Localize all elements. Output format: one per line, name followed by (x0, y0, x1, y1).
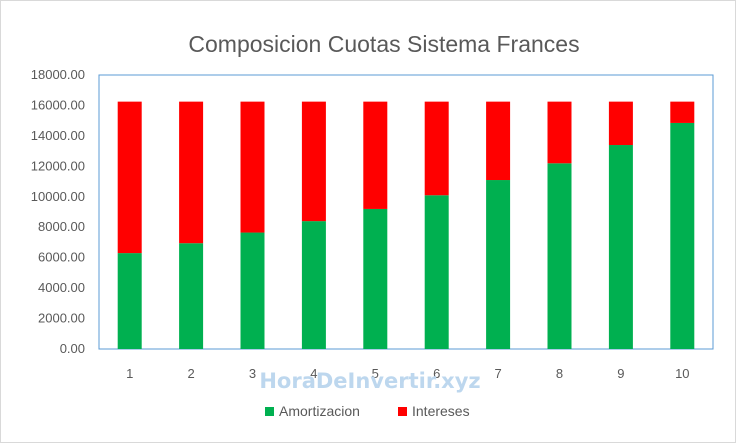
x-axis-ticks: 1 2 3 4 5 6 7 8 9 10 (126, 366, 689, 381)
watermark: HoraDeInvertir.xyz (259, 369, 480, 393)
bar-amortizacion (547, 163, 572, 349)
x-tick-label: 4 (310, 366, 317, 381)
bar-amortizacion (301, 221, 326, 349)
bar-amortizacion (486, 180, 511, 349)
bar-intereses (608, 101, 633, 146)
y-tick-label: 8000.00 (38, 219, 85, 234)
y-tick-label: 0.00 (60, 341, 85, 356)
bar-amortizacion (240, 232, 265, 349)
bar-intereses (486, 101, 511, 181)
bar-intereses (117, 101, 142, 254)
x-tick-label: 6 (433, 366, 440, 381)
x-tick-label: 9 (617, 366, 624, 381)
x-tick-label: 7 (494, 366, 501, 381)
bar-intereses (363, 101, 388, 209)
legend: Amortizacion Intereses (265, 403, 470, 419)
bars (117, 101, 695, 349)
x-tick-label: 3 (249, 366, 256, 381)
legend-label-amortizacion: Amortizacion (279, 403, 360, 419)
y-tick-label: 14000.00 (31, 128, 85, 143)
bar-amortizacion (608, 145, 633, 349)
plot-area (98, 74, 714, 350)
x-tick-label: 1 (126, 366, 133, 381)
x-tick-label: 5 (372, 366, 379, 381)
y-tick-label: 12000.00 (31, 158, 85, 173)
x-tick-label: 8 (556, 366, 563, 381)
bar-amortizacion (424, 195, 449, 349)
legend-label-intereses: Intereses (412, 403, 470, 419)
bar-amortizacion (363, 208, 388, 349)
x-tick-label: 2 (187, 366, 194, 381)
y-tick-label: 6000.00 (38, 250, 85, 265)
y-tick-label: 16000.00 (31, 97, 85, 112)
y-tick-label: 4000.00 (38, 280, 85, 295)
y-tick-label: 2000.00 (38, 311, 85, 326)
x-tick-label: 10 (675, 366, 689, 381)
bar-intereses (547, 101, 572, 164)
bar-intereses (301, 101, 326, 222)
y-axis-ticks: 0.00 2000.00 4000.00 6000.00 8000.00 10000.00… (31, 67, 85, 356)
legend-swatch-amortizacion (265, 407, 274, 416)
chart-title: Composicion Cuotas Sistema Frances (188, 31, 579, 57)
bar-intereses (424, 101, 449, 196)
y-tick-label: 10000.00 (31, 189, 85, 204)
bar-amortizacion (179, 243, 204, 349)
bar-amortizacion (670, 122, 695, 349)
legend-swatch-intereses (398, 407, 407, 416)
y-tick-label: 18000.00 (31, 67, 85, 82)
bar-intereses (670, 101, 695, 123)
bar-amortizacion (117, 253, 142, 349)
bar-intereses (179, 101, 204, 244)
bar-intereses (240, 101, 265, 233)
